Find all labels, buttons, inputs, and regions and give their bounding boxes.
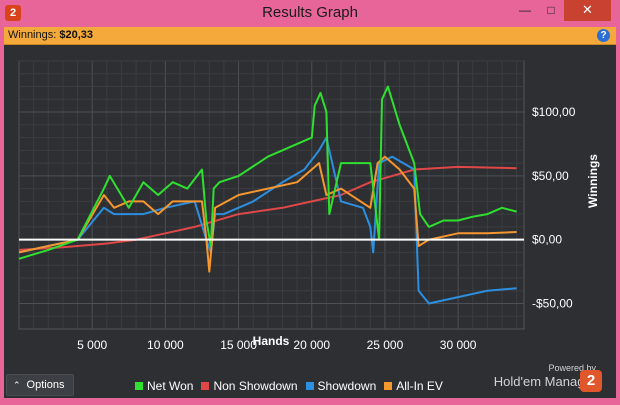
x-tick-label: 15 000 (220, 338, 257, 352)
chevron-up-icon: ⌃ (13, 380, 21, 390)
x-axis-ticks: 5 000 10 000 15 000 20 000 25 000 30 000 (77, 338, 477, 352)
results-chart: 5 000 10 000 15 000 20 000 25 000 30 000 $100… (18, 60, 600, 352)
x-axis-label: Hands (253, 334, 290, 348)
winnings-label-text: Winnings: (8, 29, 57, 41)
plot-area (18, 60, 525, 330)
legend-item-net-won[interactable]: Net Won (135, 379, 193, 393)
brand: Powered by Hold'em Manager (494, 363, 596, 389)
brand-logo-icon: 2 (580, 370, 602, 392)
maximize-button[interactable]: □ (547, 3, 555, 17)
x-tick-label: 30 000 (440, 338, 477, 352)
series-layer (18, 85, 517, 305)
series-line-non-showdown (18, 165, 517, 251)
x-tick-label: 10 000 (147, 338, 184, 352)
y-tick-label: $0,00 (532, 233, 562, 247)
series-line-all-in-ev (18, 155, 517, 273)
legend-swatch (305, 382, 314, 390)
title-bar: 2 Results Graph — □ ✕ (0, 0, 620, 27)
x-tick-label: 5 000 (77, 338, 107, 352)
options-button[interactable]: ⌃ Options (6, 374, 74, 396)
y-tick-label: -$50,00 (532, 296, 573, 310)
app-logo-icon: 2 (5, 5, 21, 21)
legend-swatch (135, 382, 143, 390)
winnings-bar: Winnings: $20,33 ? (4, 27, 616, 45)
minimize-button[interactable]: — (519, 3, 531, 17)
y-tick-label: $100,00 (532, 105, 576, 119)
legend-item-non-showdown[interactable]: Non Showdown (201, 379, 298, 393)
winnings-value: $20,33 (59, 29, 94, 41)
legend-swatch (384, 382, 393, 390)
series-line-net-won (18, 85, 517, 260)
x-tick-label: 20 000 (293, 338, 330, 352)
options-label: Options (26, 379, 65, 391)
winnings-label: Winnings: $20,33 (8, 29, 93, 41)
y-tick-label: $50,00 (532, 169, 569, 183)
legend-swatch (201, 382, 210, 390)
y-axis-ticks: $100,00 $50,00 $0,00 -$50,00 (532, 105, 576, 310)
powered-by-text: Powered by (548, 363, 596, 373)
legend-item-all-in-ev[interactable]: All-In EV (384, 379, 443, 393)
legend-item-showdown[interactable]: Showdown (305, 379, 377, 393)
legend-label: Non Showdown (213, 379, 298, 393)
brand-name: Hold'em Manager (493, 374, 596, 389)
bottom-bar: ⌃ Options Net Won Non Showdown Showdown All-… (4, 363, 616, 398)
legend-label: Net Won (147, 379, 194, 393)
client-area: Winnings: $20,33 ? 5 000 10 000 15 000 20 0… (4, 27, 616, 398)
help-icon[interactable]: ? (597, 29, 610, 42)
y-axis-label: Winnings (586, 154, 600, 208)
legend-label: All-In EV (396, 379, 443, 393)
close-button[interactable]: ✕ (564, 0, 611, 21)
legend: Net Won Non Showdown Showdown All-In EV (135, 379, 443, 393)
legend-label: Showdown (317, 379, 377, 393)
x-tick-label: 25 000 (367, 338, 404, 352)
